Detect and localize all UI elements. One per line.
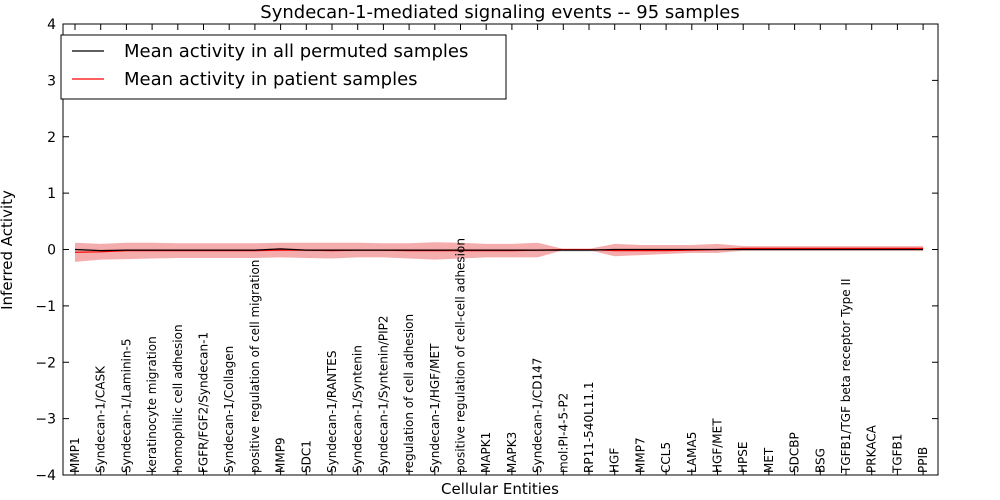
x-tick-label: MMP9 [274,437,288,473]
x-tick-label: positive regulation of cell migration [248,260,262,473]
y-tick-label: −1 [35,299,56,315]
x-tick-label: RP11-540L11.1 [582,382,596,473]
x-tick-label: MAPK1 [479,432,493,473]
x-tick-label: Syndecan-1/RANTES [325,351,339,473]
band-patient [75,242,924,262]
x-tick-label: HGF [608,448,622,473]
x-tick-label: Syndecan-1/Laminin-5 [119,339,133,473]
x-tick-label: HPSE [736,442,750,473]
x-tick-label: CCL5 [659,442,673,473]
x-tick-label: Syndecan-1/CD147 [531,358,545,473]
x-tick-label: MET [762,447,776,473]
x-tick-label: Syndecan-1/Collagen [222,346,236,473]
x-tick-label: SDCBP [788,432,802,473]
chart-title: Syndecan-1-mediated signaling events -- … [260,2,739,23]
x-tick-label: regulation of cell adhesion [402,314,416,473]
x-tick-label: mol:PI-4-5-P2 [556,393,570,473]
x-tick-label: PPIB [916,447,930,473]
x-tick-label: HGF/MET [711,418,725,473]
y-tick-label: −2 [35,355,56,371]
y-tick-label: 1 [47,186,56,202]
x-tick-label: homophilic cell adhesion [171,324,185,473]
y-tick-label: 0 [47,243,56,259]
y-tick-label: −3 [35,412,56,428]
x-tick-label: Syndecan-1/Syntenin [351,345,365,473]
legend-box [60,34,507,100]
x-tick-label: Syndecan-1/CASK [94,365,108,473]
x-tick-label: keratinocyte migration [145,336,159,473]
x-tick-label: TGFB1 [890,434,904,474]
x-tick-label: BSG [813,448,827,473]
x-tick-label: Syndecan-1/Syntenin/PIP2 [376,315,390,473]
legend-entry-label: Mean activity in all permuted samples [124,41,468,62]
x-tick-label: FGFR/FGF2/Syndecan-1 [197,332,211,473]
y-tick-label: 4 [47,17,56,33]
legend-entry-label: Mean activity in patient samples [124,69,418,90]
x-tick-label: PRKACA [865,424,879,473]
x-tick-label: MAPK3 [505,432,519,473]
confidence-bands [75,242,924,262]
series-line-permuted [74,248,924,252]
x-tick-label: TGFB1/TGF beta receptor Type II [839,278,853,474]
x-tick-label: LAMA5 [685,432,699,473]
y-axis: −4 −3 −2 −1 0 1 2 3 4 [35,17,938,484]
series-lines [74,247,924,253]
y-tick-label: −4 [35,468,56,484]
y-tick-label: 2 [47,130,56,146]
y-axis-label: Inferred Activity [0,190,16,310]
x-axis: MMP1 Syndecan-1/CASK Syndecan-1/Laminin-5 k… [68,24,930,475]
legend: Mean activity in all permuted samples Mea… [60,34,507,100]
x-tick-label: positive regulation of cell-cell adhesio… [454,238,468,473]
x-axis-label: Cellular Entities [441,480,559,498]
x-tick-label: SDC1 [299,440,313,473]
x-tick-label: MMP1 [68,437,82,473]
x-tick-label: Syndecan-1/HGF/MET [428,343,442,473]
y-tick-label: 3 [47,73,56,89]
x-tick-label: MMP7 [633,437,647,473]
